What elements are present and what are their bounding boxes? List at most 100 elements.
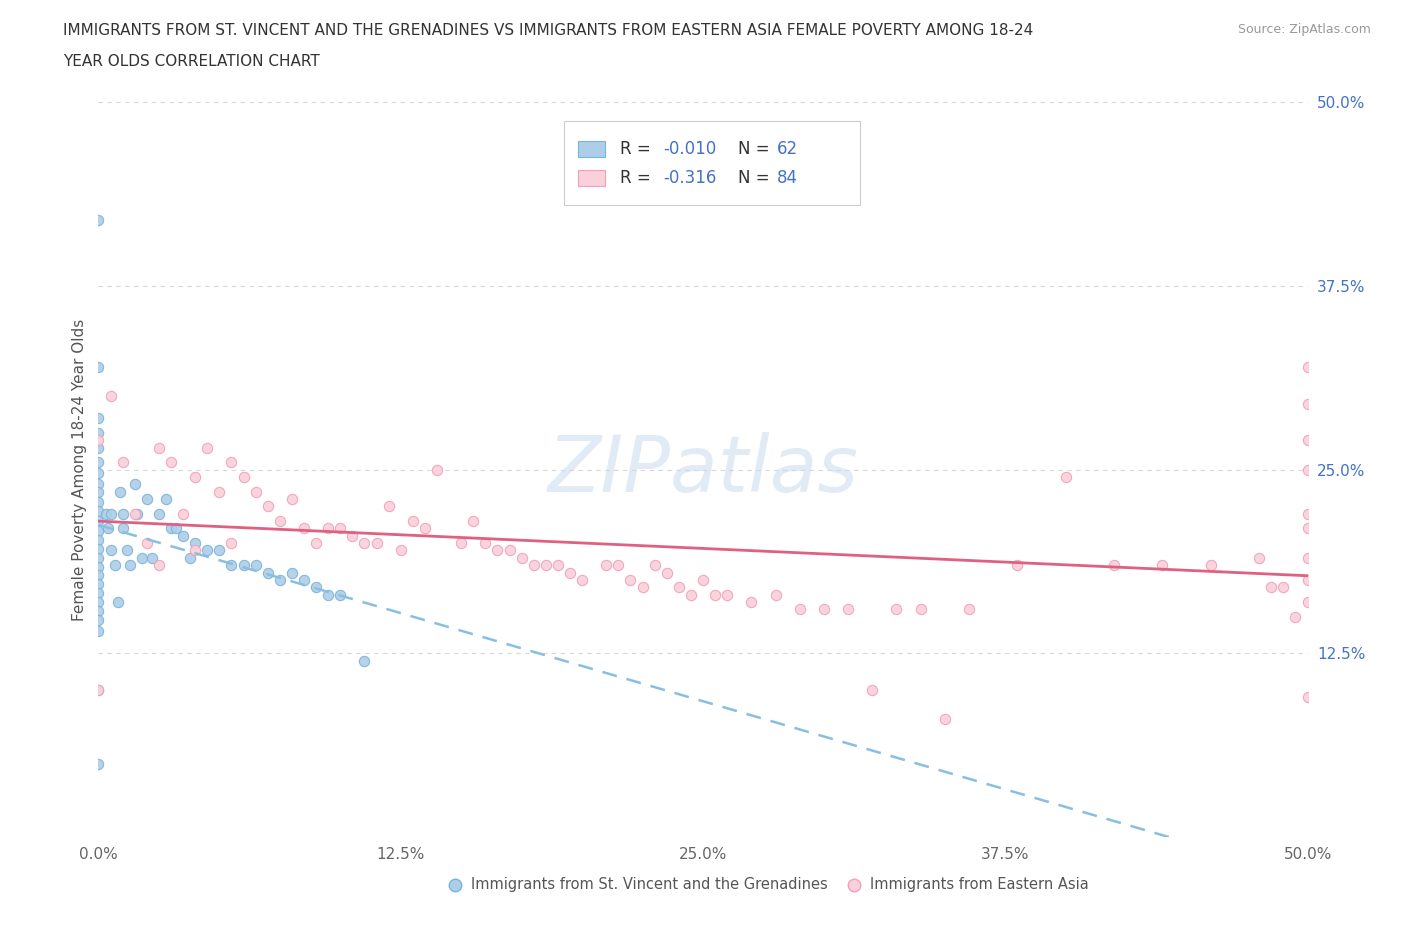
Point	[631, 579, 654, 594]
Point	[486, 543, 509, 558]
Y-axis label: Female Poverty Among 18-24 Year Olds: Female Poverty Among 18-24 Year Olds	[72, 318, 87, 621]
Point	[172, 506, 194, 521]
Point	[165, 521, 187, 536]
Point	[135, 492, 157, 507]
Point	[860, 683, 883, 698]
Point	[292, 521, 315, 536]
Point	[450, 536, 472, 551]
Text: 84: 84	[776, 169, 797, 187]
Point	[679, 587, 702, 602]
Point	[1296, 396, 1319, 411]
Point	[87, 477, 110, 492]
Point	[148, 506, 170, 521]
Point	[595, 558, 617, 573]
Point	[160, 521, 183, 536]
Point	[87, 440, 110, 455]
Point	[87, 495, 110, 510]
Point	[118, 558, 141, 573]
Point	[1296, 594, 1319, 609]
Point	[87, 359, 110, 374]
Point	[353, 653, 375, 668]
Text: N =: N =	[738, 140, 775, 157]
Text: R =: R =	[620, 140, 655, 157]
Point	[813, 602, 835, 617]
Point	[1249, 551, 1271, 565]
Point	[87, 559, 110, 574]
Point	[117, 543, 139, 558]
Point	[148, 440, 170, 455]
Point	[1296, 690, 1319, 705]
Point	[124, 506, 146, 521]
Point	[87, 756, 110, 771]
Point	[87, 455, 110, 470]
Point	[910, 602, 932, 617]
Point	[87, 577, 110, 591]
Point	[837, 602, 859, 617]
Point	[256, 498, 278, 513]
Point	[619, 573, 641, 588]
Point	[377, 498, 399, 513]
Point	[208, 543, 231, 558]
Point	[87, 513, 110, 528]
Point	[256, 565, 278, 580]
Text: -0.010: -0.010	[664, 140, 716, 157]
Point	[957, 602, 980, 617]
Point	[195, 543, 218, 558]
Point	[245, 558, 267, 573]
Point	[124, 477, 146, 492]
Bar	[578, 140, 605, 156]
Point	[886, 602, 908, 617]
Text: Immigrants from Eastern Asia: Immigrants from Eastern Asia	[870, 877, 1088, 892]
Point	[87, 683, 110, 698]
Text: ZIPatlas: ZIPatlas	[547, 432, 859, 508]
Point	[353, 536, 375, 551]
Point	[316, 587, 339, 602]
Point	[305, 536, 328, 551]
Point	[87, 568, 110, 583]
Point	[208, 485, 231, 499]
Point	[100, 543, 122, 558]
Point	[87, 612, 110, 627]
Point	[571, 573, 593, 588]
Point	[692, 573, 714, 588]
Point	[141, 551, 163, 565]
Point	[269, 513, 291, 528]
Point	[498, 543, 520, 558]
Point	[765, 587, 787, 602]
Point	[127, 506, 149, 521]
Point	[402, 513, 425, 528]
Point	[87, 212, 110, 227]
Point	[94, 506, 117, 521]
Point	[87, 683, 110, 698]
Point	[111, 455, 134, 470]
Point	[87, 624, 110, 639]
Point	[510, 551, 533, 565]
Point	[366, 536, 388, 551]
Point	[281, 492, 304, 507]
Point	[655, 565, 678, 580]
Text: IMMIGRANTS FROM ST. VINCENT AND THE GRENADINES VS IMMIGRANTS FROM EASTERN ASIA F: IMMIGRANTS FROM ST. VINCENT AND THE GREN…	[63, 23, 1033, 38]
Point	[534, 558, 557, 573]
Text: Source: ZipAtlas.com: Source: ZipAtlas.com	[1237, 23, 1371, 36]
Point	[716, 587, 738, 602]
Point	[107, 594, 129, 609]
Point	[523, 558, 546, 573]
Point	[1296, 359, 1319, 374]
Point	[108, 485, 131, 499]
Point	[1296, 521, 1319, 536]
Point	[221, 455, 243, 470]
Point	[111, 506, 134, 521]
Point	[87, 432, 110, 447]
Point	[644, 558, 666, 573]
Point	[1272, 579, 1295, 594]
Point	[87, 533, 110, 548]
Text: YEAR OLDS CORRELATION CHART: YEAR OLDS CORRELATION CHART	[63, 54, 321, 69]
Point	[426, 462, 449, 477]
Bar	[564, 121, 860, 206]
Point	[704, 587, 727, 602]
Point	[87, 465, 110, 480]
Point	[184, 543, 207, 558]
Point	[87, 586, 110, 601]
Point	[934, 712, 956, 727]
Point	[1054, 470, 1077, 485]
